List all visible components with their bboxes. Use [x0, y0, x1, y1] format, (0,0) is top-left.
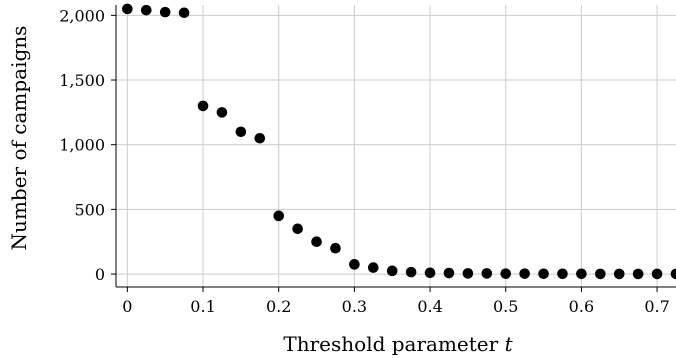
x-tick-label: 0.5 [493, 297, 518, 316]
axes [111, 5, 676, 292]
x-tick-label: 0.1 [190, 297, 215, 316]
data-point [651, 268, 663, 280]
data-point [140, 4, 152, 16]
x-axis-label-text: Threshold parameter [283, 332, 498, 356]
y-tick-label: 2,000 [59, 6, 105, 25]
data-point [481, 268, 493, 279]
data-point [595, 268, 606, 280]
y-axis-label: Number of campaigns [7, 26, 31, 251]
x-axis-label: Threshold parameter t [283, 332, 513, 356]
data-point [349, 259, 360, 270]
data-point [405, 266, 417, 278]
y-tick-label: 1,000 [59, 136, 105, 155]
data-point [122, 3, 133, 15]
data-point [632, 268, 644, 280]
data-point [178, 7, 190, 19]
data-point [500, 268, 512, 279]
data-point [670, 268, 676, 280]
data-point [557, 268, 568, 280]
x-axis-label-variable: t [505, 332, 514, 356]
data-point [216, 107, 228, 118]
y-tick-label: 1,500 [59, 71, 105, 90]
x-tick-label: 0.6 [569, 297, 594, 316]
x-tick-label: 0.7 [644, 297, 669, 316]
data-point [311, 236, 322, 248]
x-tick-label: 0.2 [266, 297, 291, 316]
data-points [122, 3, 676, 280]
data-point [159, 6, 171, 18]
data-point [576, 268, 587, 280]
data-point [235, 126, 247, 138]
x-tick-label: 0.4 [417, 297, 442, 316]
tick-labels: 0 0.1 0.2 0.3 0.4 0.5 0.6 0.7 0 500 1,000 1,500 2,00… [59, 6, 670, 316]
data-point [443, 267, 455, 279]
data-point [462, 268, 474, 279]
data-point [386, 265, 398, 277]
data-point [330, 242, 341, 254]
data-point [424, 267, 436, 279]
x-tick-label: 0 [122, 297, 132, 316]
data-point [292, 223, 303, 235]
x-tick-label: 0.3 [342, 297, 367, 316]
y-tick-label: 500 [74, 200, 105, 219]
data-point [519, 268, 530, 279]
data-point [538, 268, 549, 280]
y-tick-label: 0 [95, 265, 105, 284]
grid-lines [116, 5, 676, 287]
data-point [273, 210, 285, 222]
data-point [254, 132, 266, 144]
data-point [367, 262, 379, 273]
data-point [197, 100, 209, 112]
data-point [613, 268, 625, 280]
